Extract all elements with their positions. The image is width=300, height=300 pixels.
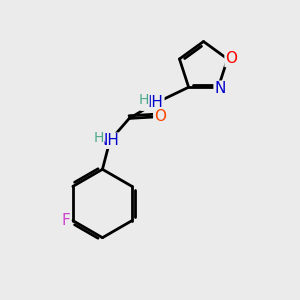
Text: F: F — [62, 213, 71, 228]
Text: O: O — [225, 52, 237, 67]
Text: O: O — [154, 110, 166, 124]
Text: NH: NH — [97, 133, 120, 148]
Text: NH: NH — [141, 95, 164, 110]
Text: N: N — [214, 81, 226, 96]
Text: H: H — [93, 131, 104, 145]
Text: H: H — [139, 93, 149, 107]
